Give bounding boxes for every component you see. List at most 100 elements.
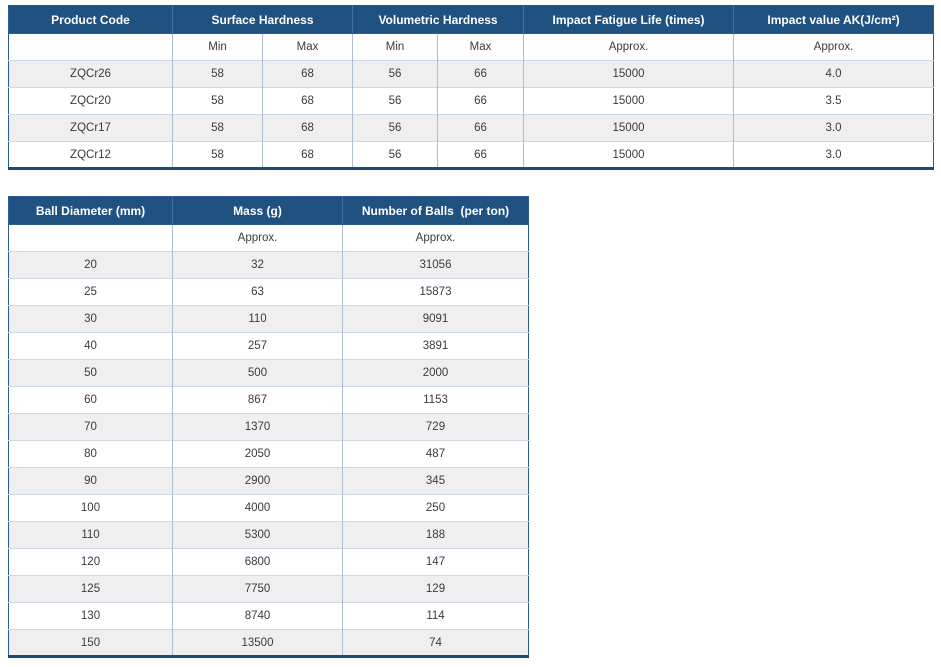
table-row: 120 6800 147 <box>8 548 529 576</box>
volumetric-max-cell: 66 <box>437 87 524 115</box>
subheader-fatigue-approx: Approx. <box>523 33 734 61</box>
mass-cell: 257 <box>172 332 343 360</box>
ball-diameter-cell: 150 <box>8 629 173 657</box>
volumetric-min-cell: 56 <box>352 60 438 88</box>
table-row: 125 7750 129 <box>8 575 529 603</box>
balls-table-header: Ball Diameter (mm) Mass (g) Number of Ba… <box>8 196 529 252</box>
table-row: 40 257 3891 <box>8 332 529 360</box>
column-header-product-code: Product Code <box>8 5 173 34</box>
number-of-balls-cell: 729 <box>342 413 529 441</box>
mass-cell: 8740 <box>172 602 343 630</box>
number-of-balls-cell: 15873 <box>342 278 529 306</box>
number-of-balls-cell: 250 <box>342 494 529 522</box>
mass-cell: 2050 <box>172 440 343 468</box>
surface-max-cell: 68 <box>261 87 353 115</box>
table-row: 80 2050 487 <box>8 440 529 468</box>
subheader-row: Min Max Min Max Approx. Approx. <box>8 33 934 61</box>
volumetric-min-cell: 56 <box>352 141 438 169</box>
table-row: 20 32 31056 <box>8 251 529 279</box>
subheader-volumetric-min: Min <box>352 33 438 61</box>
hardness-table-body: ZQCr26 58 68 56 66 15000 4.0 ZQCr20 58 6… <box>8 60 934 169</box>
table-row: 60 867 1153 <box>8 386 529 414</box>
column-header-number-of-balls: Number of Balls (per ton) <box>342 196 529 225</box>
number-of-balls-cell: 487 <box>342 440 529 468</box>
ball-diameter-cell: 130 <box>8 602 173 630</box>
product-code-cell: ZQCr26 <box>8 60 173 88</box>
subheader-blank <box>8 33 173 61</box>
ball-diameter-cell: 70 <box>8 413 173 441</box>
volumetric-max-cell: 66 <box>437 60 524 88</box>
impact-value-cell: 3.5 <box>733 87 934 115</box>
ball-diameter-cell: 90 <box>8 467 173 495</box>
ball-diameter-cell: 25 <box>8 278 173 306</box>
product-code-cell: ZQCr17 <box>8 114 173 142</box>
ball-diameter-cell: 50 <box>8 359 173 387</box>
mass-cell: 13500 <box>172 629 343 657</box>
header-row: Product Code Surface Hardness Volumetric… <box>8 5 934 34</box>
number-of-balls-cell: 147 <box>342 548 529 576</box>
fatigue-life-cell: 15000 <box>523 87 734 115</box>
subheader-row: Approx. Approx. <box>8 224 529 252</box>
ball-diameter-cell: 110 <box>8 521 173 549</box>
volumetric-min-cell: 56 <box>352 87 438 115</box>
product-code-cell: ZQCr20 <box>8 87 173 115</box>
column-header-mass: Mass (g) <box>172 196 343 225</box>
ball-diameter-cell: 80 <box>8 440 173 468</box>
table-row: 50 500 2000 <box>8 359 529 387</box>
table-row: ZQCr20 58 68 56 66 15000 3.5 <box>8 87 934 115</box>
mass-cell: 6800 <box>172 548 343 576</box>
column-header-impact-value: Impact value AK(J/cm²) <box>733 5 934 34</box>
impact-value-cell: 3.0 <box>733 114 934 142</box>
table-row: 130 8740 114 <box>8 602 529 630</box>
fatigue-life-cell: 15000 <box>523 114 734 142</box>
mass-cell: 7750 <box>172 575 343 603</box>
number-of-balls-cell: 2000 <box>342 359 529 387</box>
table-row: 25 63 15873 <box>8 278 529 306</box>
surface-min-cell: 58 <box>172 114 263 142</box>
ball-diameter-cell: 30 <box>8 305 173 333</box>
mass-cell: 2900 <box>172 467 343 495</box>
surface-max-cell: 68 <box>261 60 353 88</box>
table-row: ZQCr17 58 68 56 66 15000 3.0 <box>8 114 934 142</box>
ball-diameter-cell: 40 <box>8 332 173 360</box>
ball-specs-table: Ball Diameter (mm) Mass (g) Number of Ba… <box>8 196 529 658</box>
table-row: 100 4000 250 <box>8 494 529 522</box>
ball-diameter-cell: 60 <box>8 386 173 414</box>
header-row: Ball Diameter (mm) Mass (g) Number of Ba… <box>8 196 529 225</box>
number-of-balls-cell: 129 <box>342 575 529 603</box>
table-row: 90 2900 345 <box>8 467 529 495</box>
table-row: 150 13500 74 <box>8 629 529 657</box>
number-of-balls-cell: 188 <box>342 521 529 549</box>
mass-cell: 1370 <box>172 413 343 441</box>
impact-value-cell: 4.0 <box>733 60 934 88</box>
number-of-balls-cell: 114 <box>342 602 529 630</box>
number-of-balls-cell: 3891 <box>342 332 529 360</box>
mass-cell: 4000 <box>172 494 343 522</box>
subheader-surface-min: Min <box>172 33 263 61</box>
subheader-blank <box>8 224 173 252</box>
mass-cell: 5300 <box>172 521 343 549</box>
surface-min-cell: 58 <box>172 141 263 169</box>
mass-cell: 500 <box>172 359 343 387</box>
table-row: ZQCr26 58 68 56 66 15000 4.0 <box>8 60 934 88</box>
ball-diameter-cell: 125 <box>8 575 173 603</box>
table-row: 110 5300 188 <box>8 521 529 549</box>
column-header-ball-diameter: Ball Diameter (mm) <box>8 196 173 225</box>
mass-cell: 110 <box>172 305 343 333</box>
column-header-impact-fatigue-life: Impact Fatigue Life (times) <box>523 5 734 34</box>
subheader-mass-approx: Approx. <box>172 224 343 252</box>
column-header-volumetric-hardness: Volumetric Hardness <box>352 5 524 34</box>
fatigue-life-cell: 15000 <box>523 141 734 169</box>
subheader-volumetric-max: Max <box>437 33 524 61</box>
impact-value-cell: 3.0 <box>733 141 934 169</box>
subheader-surface-max: Max <box>261 33 353 61</box>
product-hardness-table: Product Code Surface Hardness Volumetric… <box>8 5 935 170</box>
surface-max-cell: 68 <box>261 141 353 169</box>
number-of-balls-cell: 31056 <box>342 251 529 279</box>
surface-min-cell: 58 <box>172 60 263 88</box>
volumetric-max-cell: 66 <box>437 141 524 169</box>
hardness-table-header: Product Code Surface Hardness Volumetric… <box>8 5 934 61</box>
surface-max-cell: 68 <box>261 114 353 142</box>
volumetric-max-cell: 66 <box>437 114 524 142</box>
